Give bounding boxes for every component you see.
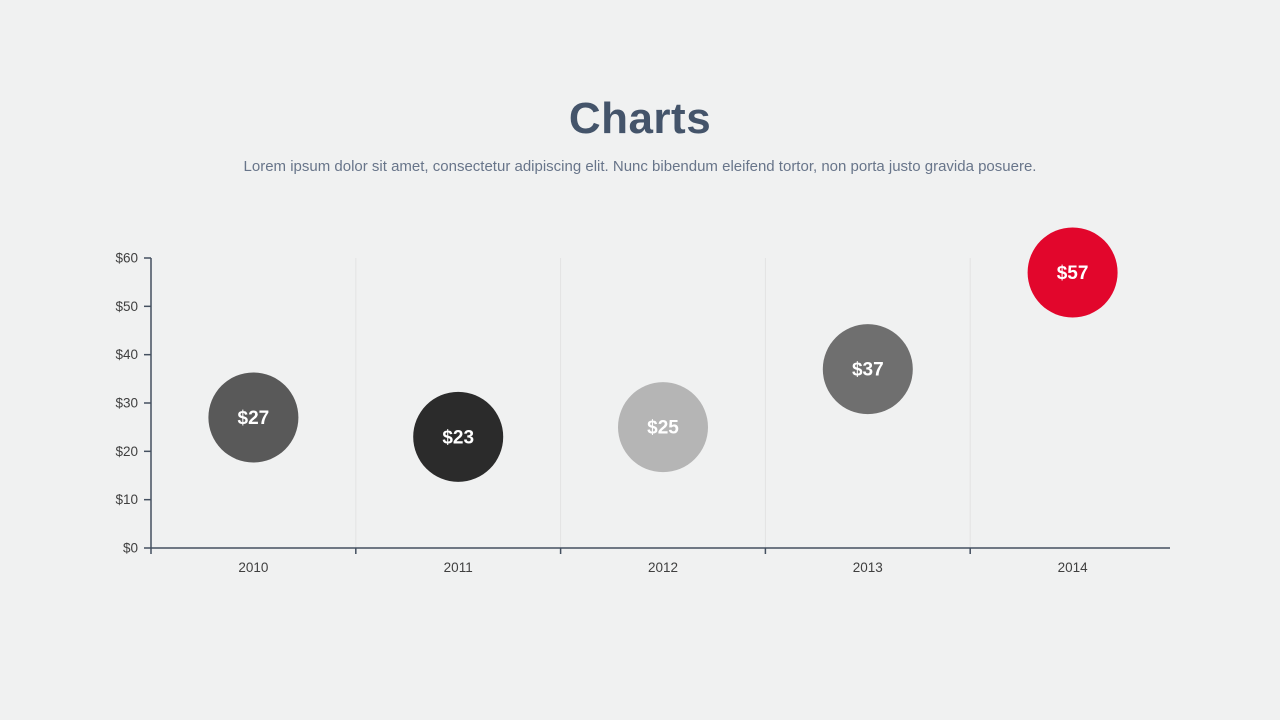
bubble-label: $27 (238, 408, 270, 429)
bubble (1027, 227, 1118, 318)
y-tick-label: $40 (115, 347, 138, 362)
page-subtitle: Lorem ipsum dolor sit amet, consectetur … (243, 158, 1037, 175)
x-tick-label: 2011 (444, 560, 473, 575)
y-tick-label: $10 (115, 492, 138, 507)
bubble (208, 372, 299, 463)
page-title: Charts (568, 94, 712, 143)
y-tick-label: $50 (115, 299, 138, 314)
y-tick-label: $0 (123, 541, 138, 556)
x-tick-label: 2014 (1058, 560, 1089, 575)
x-tick-label: 2013 (853, 560, 883, 575)
x-tick-label: 2010 (238, 560, 268, 575)
bubble (822, 324, 913, 415)
bubble-label: $37 (852, 360, 884, 381)
x-tick-label: 2012 (648, 560, 678, 575)
y-tick-label: $30 (115, 396, 138, 411)
bubble-label: $23 (442, 427, 474, 448)
bubble (413, 391, 504, 482)
y-tick-label: $20 (115, 444, 138, 459)
bubble-label: $57 (1057, 263, 1089, 284)
bubble (618, 382, 708, 473)
y-tick-label: $60 (115, 251, 138, 266)
bubble-label: $25 (647, 418, 679, 439)
